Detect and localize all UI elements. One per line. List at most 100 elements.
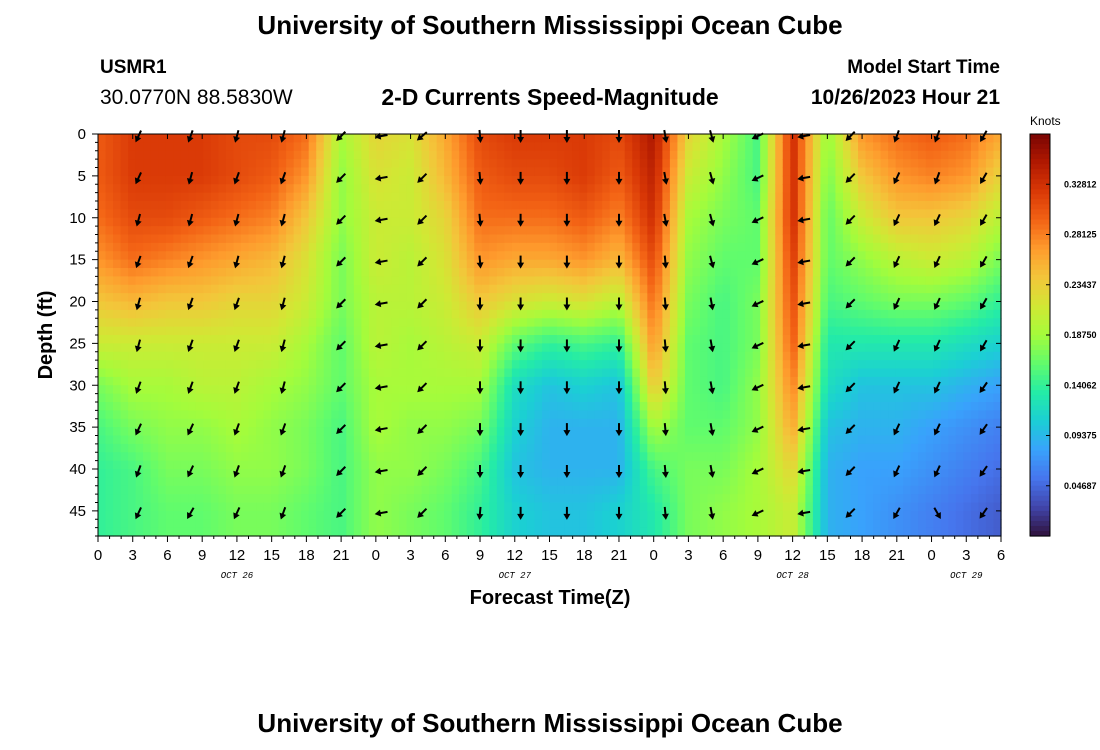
heatmap-cell <box>399 268 408 277</box>
heatmap-cell <box>557 502 566 512</box>
heatmap-cell <box>338 150 347 160</box>
heatmap-cell <box>173 527 182 537</box>
heatmap-cell <box>353 393 362 403</box>
heatmap-cell <box>587 502 596 512</box>
heatmap-cell <box>617 201 626 210</box>
heatmap-cell <box>572 242 581 252</box>
heatmap-cell <box>677 217 686 227</box>
heatmap-cell <box>730 527 739 537</box>
heatmap-cell <box>587 301 596 311</box>
heatmap-cell <box>805 276 814 286</box>
heatmap-cell <box>361 276 370 286</box>
heatmap-cell <box>368 410 378 420</box>
heatmap-cell <box>534 184 543 194</box>
heatmap-cell <box>98 192 107 202</box>
heatmap-cell <box>730 343 739 353</box>
heatmap-cell <box>504 301 513 311</box>
heatmap-cell <box>767 393 776 403</box>
heatmap-cell <box>715 351 724 361</box>
heatmap-cell <box>421 226 430 236</box>
heatmap-cell <box>316 376 325 386</box>
heatmap-cell <box>647 402 656 411</box>
heatmap-cell <box>158 368 167 378</box>
heatmap-cell <box>346 510 355 520</box>
heatmap-cell <box>203 226 212 236</box>
heatmap-cell <box>594 276 603 286</box>
heatmap-cell <box>218 343 227 353</box>
heatmap-cell <box>481 142 490 152</box>
heatmap-cell <box>669 301 679 311</box>
heatmap-cell <box>459 494 468 504</box>
heatmap-cell <box>639 368 648 378</box>
heatmap-cell <box>730 410 739 420</box>
heatmap-cell <box>594 494 603 504</box>
heatmap-cell <box>158 268 167 277</box>
heatmap-cell <box>624 175 633 185</box>
heatmap-cell <box>271 192 280 202</box>
heatmap-cell <box>504 142 513 152</box>
heatmap-cell <box>399 209 408 219</box>
heatmap-cell <box>609 452 618 462</box>
heatmap-cell <box>519 142 528 152</box>
heatmap-cell <box>135 242 144 252</box>
heatmap-cell <box>557 494 566 504</box>
heatmap-cell <box>782 385 791 395</box>
heatmap-cell <box>662 418 671 428</box>
heatmap-cell <box>572 360 581 370</box>
heatmap-cell <box>842 360 852 370</box>
heatmap-cell <box>782 142 791 152</box>
heatmap-cell <box>820 393 829 403</box>
heatmap-cell <box>511 402 521 411</box>
heatmap-cell <box>376 284 385 294</box>
heatmap-cell <box>105 134 114 143</box>
heatmap-cell <box>271 494 280 504</box>
heatmap-cell <box>850 385 859 395</box>
heatmap-cell <box>737 326 746 336</box>
heatmap-cell <box>346 142 355 152</box>
heatmap-cell <box>692 309 701 319</box>
heatmap-cell <box>286 519 295 529</box>
heatmap-cell <box>496 477 505 487</box>
heatmap-cell <box>188 335 197 344</box>
heatmap-cell <box>850 184 859 194</box>
heatmap-cell <box>700 201 709 210</box>
heatmap-cell <box>827 435 837 445</box>
heatmap-cell <box>120 175 129 185</box>
heatmap-cell <box>316 410 325 420</box>
heatmap-cell <box>158 293 167 303</box>
heatmap-cell <box>496 293 505 303</box>
heatmap-cell <box>346 519 355 529</box>
heatmap-cell <box>594 217 603 227</box>
heatmap-cell <box>624 469 633 478</box>
heatmap-cell <box>278 209 287 219</box>
heatmap-cell <box>263 167 272 177</box>
heatmap-cell <box>286 242 295 252</box>
heatmap-cell <box>790 393 799 403</box>
heatmap-cell <box>414 142 423 152</box>
heatmap-cell <box>323 326 332 336</box>
heatmap-cell <box>865 251 874 261</box>
heatmap-cell <box>624 293 633 303</box>
heatmap-cell <box>850 443 859 453</box>
heatmap-cell <box>173 376 182 386</box>
heatmap-cell <box>338 502 347 512</box>
heatmap-cell <box>767 368 776 378</box>
heatmap-cell <box>662 410 671 420</box>
heatmap-cell <box>835 201 844 210</box>
heatmap-cell <box>113 184 122 194</box>
heatmap-cell <box>383 234 393 244</box>
heatmap-cell <box>684 393 694 403</box>
heatmap-cell <box>632 226 641 236</box>
heatmap-cell <box>782 360 791 370</box>
heatmap-cell <box>120 242 129 252</box>
heatmap-cell <box>609 469 618 478</box>
heatmap-cell <box>707 167 716 177</box>
heatmap-cell <box>609 376 618 386</box>
heatmap-cell <box>722 351 731 361</box>
heatmap-cell <box>572 494 581 504</box>
heatmap-cell <box>504 469 513 478</box>
heatmap-cell <box>775 284 784 294</box>
heatmap-cell <box>700 469 709 478</box>
heatmap-cell <box>346 134 355 143</box>
heatmap-cell <box>730 209 739 219</box>
